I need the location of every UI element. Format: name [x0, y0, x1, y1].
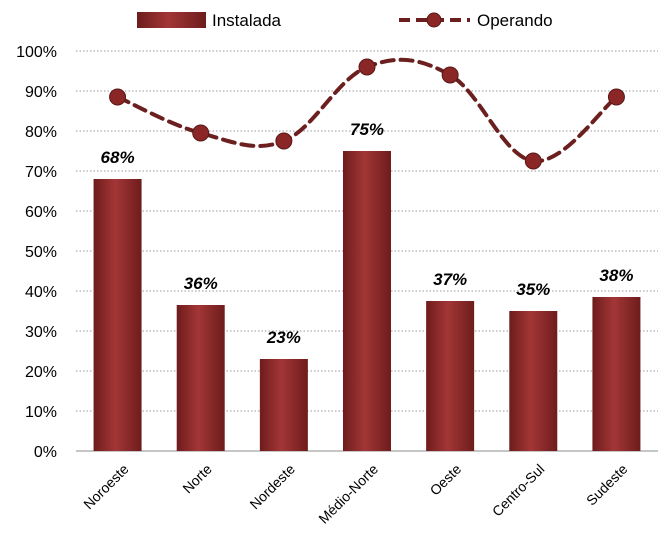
x-tick-label: Nordeste: [246, 461, 298, 513]
operando-point-oeste: [441, 66, 459, 84]
data-label: 38%: [599, 266, 633, 285]
y-tick-label: 50%: [25, 244, 57, 261]
bar-centro-sul: [509, 311, 558, 451]
y-tick-label: 90%: [25, 84, 57, 101]
data-label: 23%: [266, 328, 301, 347]
legend-label-operando: Operando: [477, 11, 553, 30]
x-axis: Noroeste Norte Nordeste Médio-Norte Oeste Cen…: [80, 461, 630, 527]
bar-oeste: [426, 301, 475, 451]
data-label: 35%: [516, 280, 550, 299]
bar-data-labels: 68% 36% 23% 75% 37% 35% 38%: [101, 120, 634, 347]
y-tick-label: 70%: [25, 164, 57, 181]
legend: Instalada Operando: [137, 11, 553, 30]
x-tick-label: Médio-Norte: [315, 461, 381, 527]
y-tick-label: 40%: [25, 284, 57, 301]
operando-point-médio-norte: [358, 58, 376, 76]
x-tick-label: Oeste: [427, 461, 465, 499]
y-tick-label: 0%: [34, 444, 57, 461]
line-series-operando: [109, 57, 625, 170]
bar-norte: [176, 305, 225, 451]
data-label: 36%: [184, 274, 218, 293]
operando-point-centro-sul: [524, 152, 542, 170]
x-tick-label: Sudeste: [583, 461, 631, 509]
data-label: 37%: [433, 270, 467, 289]
legend-label-instalada: Instalada: [212, 11, 282, 30]
operando-point-sudeste: [607, 88, 625, 106]
y-tick-label: 10%: [25, 404, 57, 421]
bar-noroeste: [93, 179, 142, 451]
operando-point-nordeste: [275, 132, 293, 150]
x-tick-label: Noroeste: [80, 461, 132, 513]
x-tick-label: Norte: [179, 461, 215, 497]
bar-médio-norte: [343, 151, 391, 451]
data-label: 68%: [101, 148, 135, 167]
operando-point-noroeste: [109, 88, 127, 106]
y-tick-label: 100%: [16, 44, 57, 61]
data-label: 75%: [350, 120, 384, 139]
y-tick-label: 60%: [25, 204, 57, 221]
y-tick-label: 30%: [25, 324, 57, 341]
x-tick-label: Centro-Sul: [489, 461, 548, 520]
y-tick-label: 80%: [25, 124, 57, 141]
y-axis: 0% 10% 20% 30% 40% 50% 60% 70% 80% 90% 100%: [16, 44, 658, 461]
operando-point-norte: [192, 124, 210, 142]
y-tick-label: 20%: [25, 364, 57, 381]
bar-series-instalada: [93, 151, 641, 451]
bar-nordeste: [259, 359, 308, 451]
bar-sudeste: [592, 297, 641, 451]
legend-marker-operando: [426, 12, 442, 28]
legend-swatch-instalada: [137, 12, 206, 28]
